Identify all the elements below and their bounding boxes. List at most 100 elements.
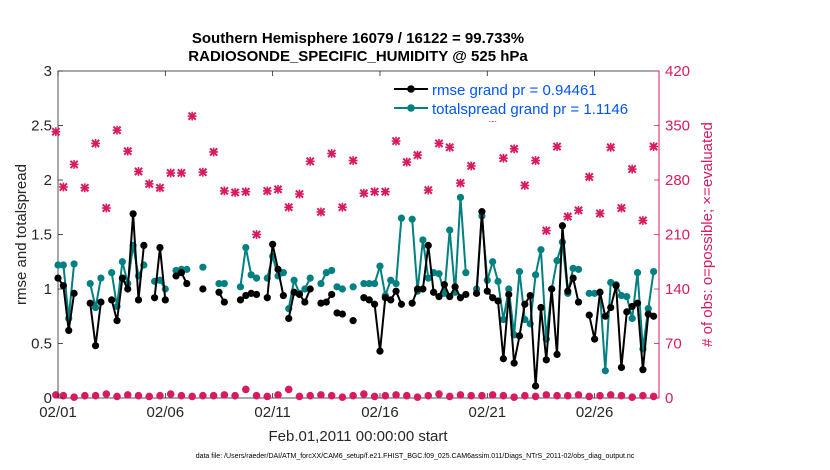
obs-evaluated-point: [198, 167, 208, 177]
rmse-point: [322, 298, 330, 306]
spread-point: [360, 279, 368, 288]
rmse-point: [478, 208, 486, 216]
obs-possible-point: [113, 392, 121, 401]
obs-possible-point: [252, 391, 261, 400]
rmse-point: [462, 290, 470, 299]
rmse-point: [161, 296, 169, 304]
obs-possible-point: [574, 391, 583, 399]
spread-point: [446, 226, 454, 234]
obs-possible-point: [596, 391, 604, 400]
obs-evaluated-point: [284, 202, 294, 212]
y-left-tick-label: 1: [44, 281, 52, 298]
spread-point: [397, 214, 406, 222]
legend-box: [389, 77, 651, 121]
spread-point: [419, 236, 427, 244]
rmse-point: [156, 243, 164, 252]
obs-evaluated-point: [69, 160, 79, 169]
obs-possible-point: [639, 391, 647, 400]
rmse-point: [285, 314, 293, 323]
rmse-point: [306, 285, 314, 293]
obs-evaluated-point: [509, 144, 519, 154]
obs-evaluated-point: [58, 182, 68, 192]
obs-possible-point: [306, 391, 315, 400]
obs-evaluated-point: [541, 226, 551, 236]
obs-possible-point: [295, 392, 304, 401]
obs-possible-point: [284, 385, 293, 394]
rmse-point: [424, 241, 432, 249]
rmse-point: [510, 359, 518, 367]
obs-evaluated-point: [219, 186, 229, 196]
obs-evaluated-point: [359, 188, 369, 198]
obs-possible-point: [274, 391, 282, 399]
rmse-point: [97, 298, 105, 306]
obs-possible-point: [242, 385, 250, 394]
x-tick-label: 02/01: [39, 404, 77, 421]
obs-evaluated-point: [638, 216, 648, 225]
obs-possible-point: [467, 391, 475, 400]
rmse-point: [140, 241, 148, 249]
spread-point: [591, 289, 599, 297]
obs-possible-point: [209, 391, 218, 400]
spread-point: [505, 285, 513, 293]
obs-possible-point: [102, 390, 111, 398]
obs-possible-point: [424, 391, 433, 400]
obs-evaluated-point: [391, 136, 401, 146]
y-right-tick-label: 420: [665, 63, 690, 80]
obs-possible-point: [563, 391, 572, 400]
obs-evaluated-point: [423, 185, 433, 195]
spread-point: [86, 279, 94, 288]
x-tick-label: 02/11: [254, 404, 290, 421]
spread-point: [156, 276, 164, 284]
rmse-line-segment: [266, 243, 285, 298]
rmse-point: [526, 291, 534, 300]
obs-possible-point: [59, 391, 68, 400]
y-right-tick-label: 140: [665, 281, 690, 298]
rmse-point: [65, 326, 73, 335]
obs-possible-point: [91, 391, 100, 400]
obs-evaluated-point: [177, 168, 186, 178]
obs-evaluated-point: [617, 203, 626, 213]
obs-evaluated-point: [338, 202, 347, 212]
y-left-tick-label: 0: [44, 390, 52, 407]
obs-evaluated-point: [649, 142, 659, 151]
rmse-point: [639, 366, 647, 374]
spread-point: [279, 269, 287, 277]
obs-possible-point: [81, 391, 89, 400]
obs-evaluated-point: [595, 209, 605, 218]
obs-evaluated-point: [434, 139, 444, 148]
obs-possible-point: [413, 393, 422, 402]
obs-possible-point: [478, 391, 486, 400]
spread-point: [349, 283, 357, 291]
obs-evaluated-point: [498, 153, 508, 163]
obs-evaluated-point: [520, 181, 530, 190]
spread-point: [623, 293, 631, 301]
obs-evaluated-point: [273, 184, 283, 194]
axis-ticks: 02/01 02/06 02/11 02/16 02/21 02/26 0 0.5 1 1.5 2 2…: [31, 63, 690, 421]
y-axis-label-left: rmse and totalspread: [13, 164, 30, 305]
rmse-point: [650, 312, 658, 320]
spread-point: [215, 279, 223, 288]
spread-point: [617, 291, 626, 300]
obs-possible-point: [649, 392, 658, 401]
rmse-point: [338, 310, 347, 318]
spread-point: [301, 285, 309, 293]
obs-possible-point: [628, 393, 636, 402]
rmse-point: [456, 294, 465, 302]
rmse-point: [515, 332, 524, 340]
rmse-line-segment: [57, 277, 76, 332]
spread-point: [392, 279, 400, 288]
spread-point: [220, 279, 228, 288]
obs-evaluated-point: [241, 187, 251, 197]
spread-point: [435, 270, 443, 278]
spread-point: [376, 262, 384, 270]
x-tick-label: 02/06: [147, 404, 185, 421]
rmse-point: [134, 296, 143, 304]
rmse-point: [376, 347, 384, 355]
spread-point: [370, 279, 379, 288]
rmse-point: [59, 282, 67, 290]
rmse-point: [633, 299, 642, 307]
spread-point: [628, 314, 636, 323]
rmse-point: [499, 355, 507, 363]
obs-possible-point: [521, 391, 529, 400]
rmse-point: [446, 293, 454, 301]
